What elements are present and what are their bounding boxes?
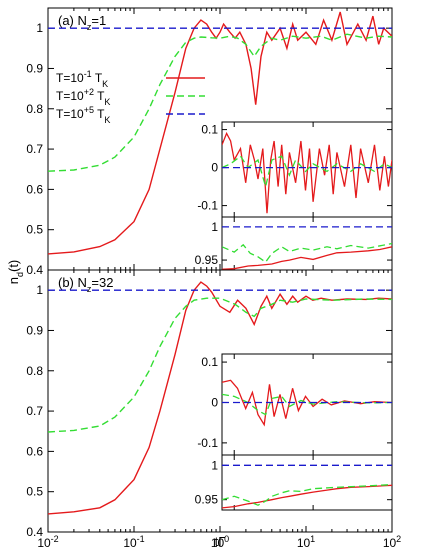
legend-label: T=10+5 TK [56, 105, 110, 125]
subscript: K [102, 79, 108, 89]
series-line [48, 33, 392, 172]
y-tick-label: 1 [36, 283, 43, 297]
text-part: (t) [6, 260, 21, 272]
text-part: 10 [297, 536, 311, 548]
series-line [48, 297, 392, 433]
inset-y-tick-label: 0 [211, 395, 218, 409]
inset-y-tick-label: 0.1 [201, 123, 218, 137]
text-part: n [6, 277, 21, 284]
panel-a: 0.40.50.60.70.80.91(a) Nz=10.10-0.110.95 [26, 7, 393, 277]
superscript: 0 [224, 534, 229, 544]
superscript: -2 [51, 534, 59, 544]
inset-frame [221, 353, 393, 456]
y-tick-label: 0.6 [26, 444, 43, 458]
superscript: +2 [84, 87, 94, 97]
superscript: 2 [396, 534, 401, 544]
superscript: -1 [84, 69, 92, 79]
inset-series-line [222, 242, 392, 263]
text-part: 10 [123, 536, 137, 548]
y-tick-label: 0.4 [26, 525, 43, 539]
text-part: 10 [211, 536, 225, 548]
text-part: T [94, 107, 105, 121]
text-part: (b) N [58, 275, 87, 290]
inset-b-0: 0.1 0 -0.1 [197, 353, 393, 456]
y-axis-label: nd(t) [6, 260, 25, 285]
inset-y-tick-label: 0.95 [195, 493, 219, 507]
legend-label: T=10-1 TK [56, 69, 108, 89]
panel-label: (b) Nz=32 [58, 275, 113, 294]
inset-frame [221, 454, 393, 511]
subscript: K [104, 97, 110, 107]
x-tick-label: 10-1 [123, 534, 144, 548]
x-tick-label: 102 [383, 534, 401, 548]
subscript: z [87, 22, 92, 32]
inset-y-tick-label: 1 [211, 458, 218, 472]
inset-y-tick-label: 0.95 [195, 253, 219, 267]
y-tick-label: 0.9 [26, 323, 43, 337]
panel-label: (a) Nz=1 [58, 13, 106, 32]
y-tick-label: 0.9 [26, 61, 43, 75]
legend: T=10-1 TKT=10+2 TKT=10+5 TK [56, 69, 205, 125]
inset-y-tick-label: 0 [211, 161, 218, 175]
y-tick-label: 0.5 [26, 485, 43, 499]
text-part: 10 [37, 536, 51, 548]
legend-label: T=10+2 TK [56, 87, 110, 107]
text-part: T=10 [56, 89, 84, 103]
text-part: =32 [91, 275, 113, 290]
text-part: (a) N [58, 13, 87, 28]
text-part: T [92, 71, 103, 85]
y-tick-label: 0.7 [26, 404, 43, 418]
y-tick-label: 0.4 [26, 263, 43, 277]
x-axis-label: tΓ [215, 534, 226, 548]
inset-y-tick-label: 1 [211, 220, 218, 234]
inset-a-0: 0.1 0 -0.1 [197, 121, 393, 218]
y-tick-label: 0.7 [26, 142, 43, 156]
subscript: d [15, 272, 25, 277]
text-part: =1 [91, 13, 106, 28]
y-tick-label: 0.6 [26, 182, 43, 196]
text-part: T=10 [56, 71, 84, 85]
inset-a-1: 10.95 [195, 216, 393, 271]
inset-series-line [222, 246, 392, 270]
panel-b: 0.40.50.60.70.80.91(b) Nz=320.10-0.110.9… [26, 269, 393, 539]
subscript: z [87, 284, 92, 294]
text-part: 10 [383, 536, 397, 548]
y-tick-label: 0.8 [26, 102, 43, 116]
x-tick-label: 101 [297, 534, 315, 548]
x-tick-label: 10-2 [37, 534, 58, 548]
inset-y-tick-label: -0.1 [197, 199, 218, 213]
superscript: 1 [310, 534, 315, 544]
superscript: -1 [137, 534, 145, 544]
series-line [48, 281, 392, 515]
text-part: T=10 [56, 107, 84, 121]
inset-y-tick-label: -0.1 [197, 436, 218, 450]
inset-b-1: 10.95 [195, 454, 393, 511]
text-part: T [94, 89, 105, 103]
inset-y-tick-label: 0.1 [201, 355, 218, 369]
inset-series-line [222, 483, 392, 506]
y-tick-label: 0.8 [26, 364, 43, 378]
inset-series-line [222, 131, 392, 214]
series-line [48, 11, 392, 255]
superscript: +5 [84, 105, 94, 115]
y-tick-label: 0.5 [26, 223, 43, 237]
inset-series-line [222, 484, 392, 509]
x-tick-label: 100 [211, 534, 229, 548]
subscript: K [104, 115, 110, 125]
y-tick-label: 1 [36, 21, 43, 35]
inset-frame [221, 216, 393, 271]
